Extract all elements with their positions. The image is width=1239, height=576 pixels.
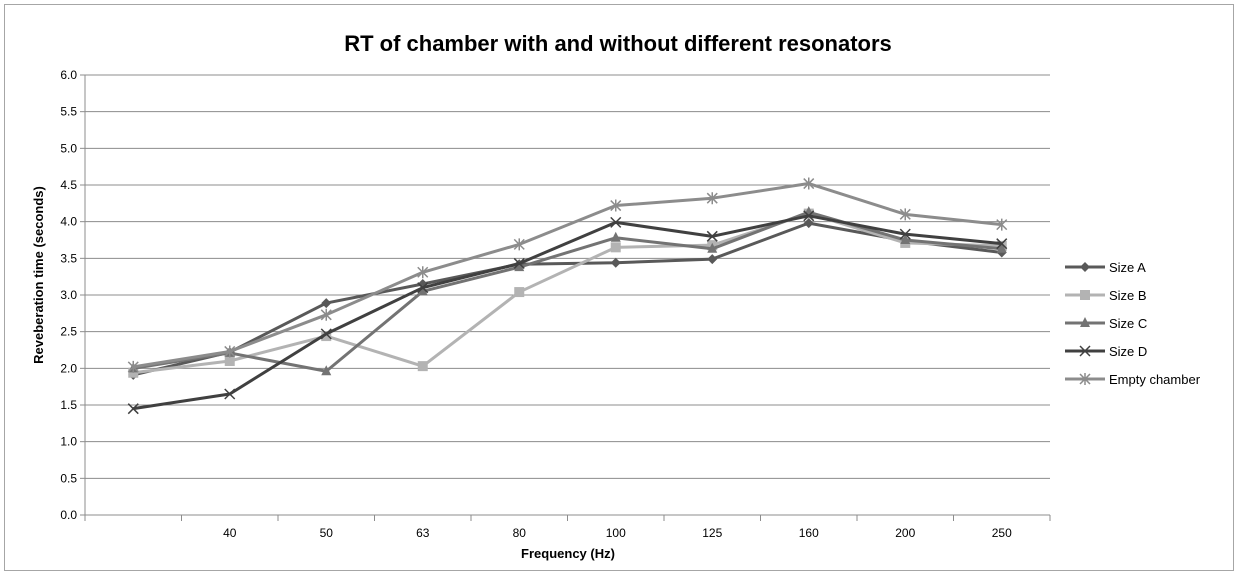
data-point-empty-chamber (996, 218, 1008, 231)
chart-svg: RT of chamber with and without different… (31, 31, 1201, 561)
data-point-empty-chamber (899, 208, 911, 221)
chart-frame: RT of chamber with and without different… (4, 4, 1234, 571)
x-tick-label: 63 (416, 526, 430, 540)
legend-label: Empty chamber (1109, 372, 1201, 387)
chart-title: RT of chamber with and without different… (344, 31, 892, 56)
x-axis-title: Frequency (Hz) (521, 546, 615, 561)
data-point-size-d (996, 238, 1008, 250)
data-point-size-c (514, 261, 525, 272)
data-point-size-c (321, 365, 332, 376)
legend-swatch-marker (1079, 345, 1091, 357)
legend-label: Size D (1109, 344, 1147, 359)
data-point-size-d (706, 230, 718, 242)
series-size-d (127, 210, 1008, 415)
legend-item-size-d: Size D (1065, 344, 1147, 359)
data-point-empty-chamber (610, 199, 622, 212)
y-tick-label: 4.0 (60, 215, 77, 229)
legend-item-size-a: Size A (1065, 260, 1146, 275)
series-line-size-d (133, 214, 1002, 411)
data-point-size-b (514, 287, 525, 298)
axes: 0.0 0.5 1.0 1.5 2.0 2.5 3.0 3.5 4.0 4.5 5.0 5.5 6.0 4… (60, 68, 1051, 540)
data-point-size-d (513, 257, 525, 269)
data-point-empty-chamber (224, 345, 236, 358)
data-point-empty-chamber (417, 266, 429, 279)
x-tick-label: 125 (702, 526, 722, 540)
data-point-size-d (803, 210, 815, 222)
legend-swatch-marker (1080, 317, 1090, 327)
x-tick-label: 80 (513, 526, 527, 540)
y-tick-label: 1.0 (60, 435, 77, 449)
data-point-size-c (900, 234, 911, 244)
data-point-empty-chamber (320, 308, 332, 321)
series-layer (127, 177, 1008, 415)
x-tick-label: 40 (223, 526, 237, 540)
data-point-size-d (899, 228, 911, 240)
x-tick-label: 250 (992, 526, 1012, 540)
data-point-size-a (707, 254, 718, 265)
y-tick-label: 4.5 (60, 178, 77, 192)
legend-item-size-c: Size C (1065, 316, 1147, 331)
data-point-size-d (417, 282, 429, 294)
legend-item-size-b: Size B (1065, 288, 1147, 303)
x-tick-label: 200 (895, 526, 915, 540)
data-point-empty-chamber (513, 238, 525, 251)
series-size-b (128, 208, 1007, 378)
series-size-c (128, 206, 1007, 376)
series-line-empty-chamber (133, 182, 1002, 369)
data-point-size-b (417, 361, 428, 372)
y-tick-label: 6.0 (60, 68, 77, 82)
y-tick-label: 1.5 (60, 398, 77, 412)
x-tick-label: 100 (606, 526, 626, 540)
series-empty-chamber (127, 177, 1008, 373)
y-tick-label: 3.5 (60, 251, 77, 265)
legend-swatch-marker (1080, 262, 1090, 272)
data-point-size-a (610, 257, 621, 268)
legend-label: Size B (1109, 288, 1147, 303)
data-point-size-b (224, 356, 235, 366)
y-axis-title: Reveberation time (seconds) (31, 186, 46, 364)
y-tick-label: 5.0 (60, 141, 77, 155)
data-point-size-c (996, 242, 1007, 253)
data-point-size-a (321, 298, 332, 309)
data-point-size-d (127, 403, 139, 415)
x-tick-label: 50 (320, 526, 334, 540)
y-tick-label: 2.0 (60, 361, 77, 375)
data-point-empty-chamber (706, 192, 718, 205)
data-point-size-c (417, 285, 428, 296)
y-tick-label: 0.5 (60, 471, 77, 485)
data-point-empty-chamber (803, 177, 815, 190)
legend-item-empty-chamber: Empty chamber (1065, 372, 1201, 387)
y-tick-label: 2.5 (60, 325, 77, 339)
data-point-size-d (224, 388, 236, 400)
legend-swatch-marker (1080, 290, 1090, 300)
data-point-size-b (321, 331, 332, 342)
data-point-size-d (320, 328, 332, 340)
y-tick-label: 5.5 (60, 105, 77, 119)
legend-label: Size C (1109, 316, 1147, 331)
data-point-size-c (707, 242, 718, 253)
data-point-size-b (610, 242, 621, 253)
data-point-size-d (610, 216, 622, 228)
data-point-size-c (610, 231, 621, 242)
series-line-size-a (132, 221, 1002, 377)
gridlines (85, 74, 1050, 479)
legend-swatch-marker (1079, 373, 1091, 385)
data-point-empty-chamber (127, 360, 139, 373)
x-tick-label: 160 (799, 526, 819, 540)
series-line-size-b (133, 212, 1002, 375)
data-point-size-a (803, 218, 814, 229)
legend: Size A Size B Size C Size D Empty chamber (1065, 260, 1201, 387)
y-tick-label: 3.0 (60, 288, 77, 302)
legend-label: Size A (1109, 260, 1146, 275)
y-tick-label: 0.0 (60, 508, 77, 522)
